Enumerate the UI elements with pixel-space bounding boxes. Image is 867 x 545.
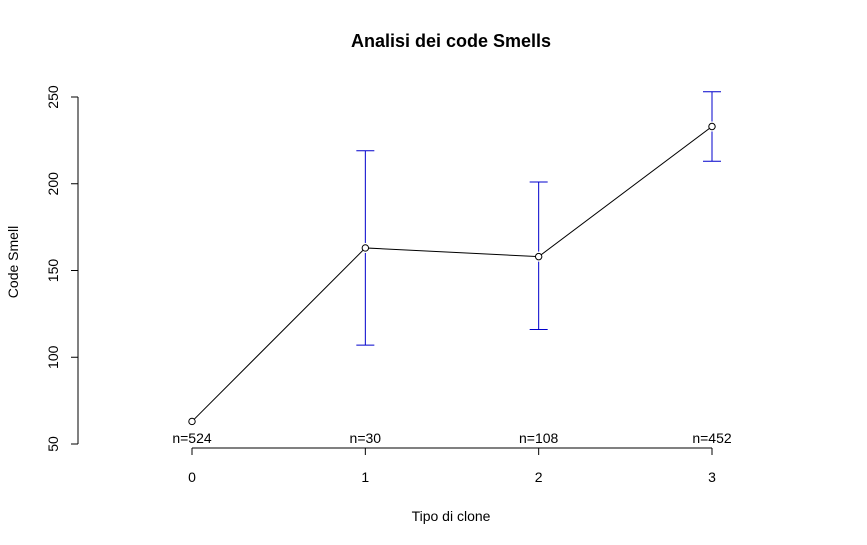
y-tick-label: 200 xyxy=(45,172,61,196)
y-tick-label: 50 xyxy=(45,436,61,452)
n-label: n=108 xyxy=(519,430,559,446)
data-point xyxy=(188,417,196,426)
y-tick-label: 100 xyxy=(45,345,61,369)
n-label: n=524 xyxy=(172,430,212,446)
n-label: n=30 xyxy=(350,430,382,446)
series-line xyxy=(191,126,713,422)
x-axis-label: Tipo di clone xyxy=(412,508,491,524)
data-point xyxy=(708,122,716,131)
y-tick-label: 150 xyxy=(45,259,61,283)
y-axis-label: Code Smell xyxy=(5,226,21,298)
y-axis: 50 100 150 200 250 xyxy=(45,85,79,452)
error-bars xyxy=(356,91,721,346)
data-point xyxy=(361,244,370,252)
x-tick-label: 0 xyxy=(188,469,196,485)
data-point xyxy=(534,252,543,261)
y-tick-label: 250 xyxy=(45,85,61,109)
series xyxy=(188,122,716,426)
chart-title: Analisi dei code Smells xyxy=(351,31,551,51)
x-axis: 0 1 2 3 xyxy=(188,447,716,485)
x-tick-label: 3 xyxy=(708,469,716,485)
n-label: n=452 xyxy=(692,430,732,446)
x-tick-label: 2 xyxy=(535,469,543,485)
x-tick-label: 1 xyxy=(361,469,369,485)
n-labels: n=524 n=30 n=108 n=452 xyxy=(172,430,732,446)
